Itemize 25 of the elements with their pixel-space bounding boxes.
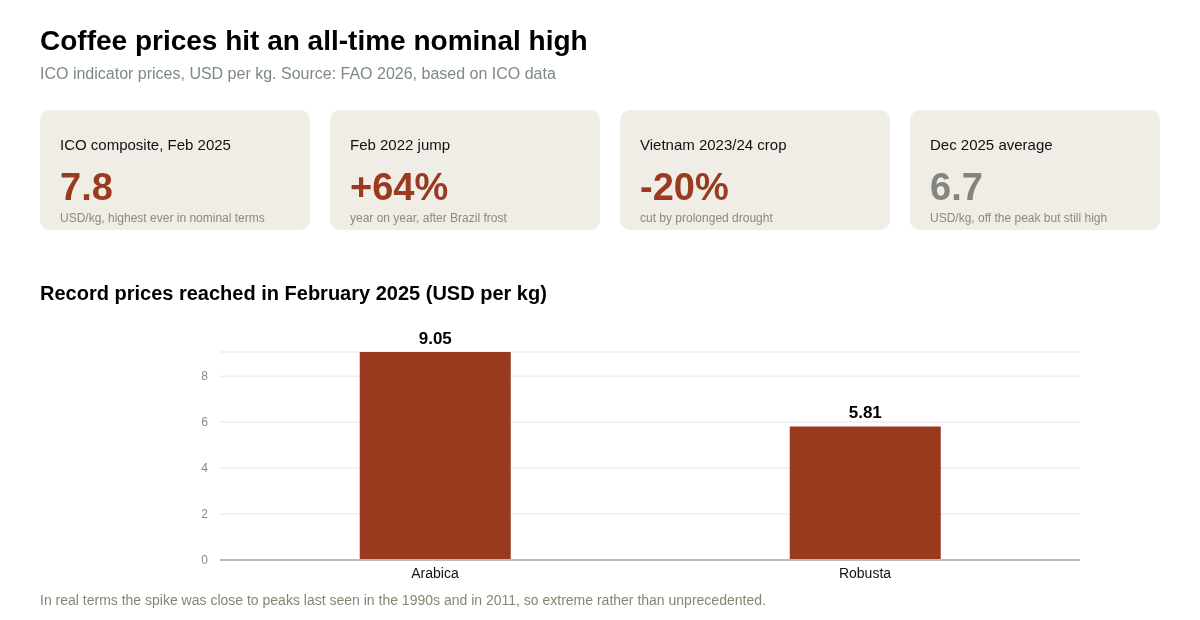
text: ICO composite, Feb 2025: [60, 136, 231, 154]
x-tick-label: Arabica: [411, 564, 459, 581]
text: cut by prolonged drought: [640, 211, 773, 225]
chart-title: Record prices reached in February 2025 (USD per kg): [40, 281, 547, 306]
y-tick-label: 0: [201, 553, 209, 568]
text: ICO indicator prices, USD per kg. Source: FAO 2026, based on ICO data: [40, 64, 556, 84]
data-label: 9.05: [418, 329, 452, 348]
text: In real terms the spike was close to peaks last seen in the 1990s and in 2011, so extreme rather than unprecedented.: [40, 591, 766, 609]
text: Feb 2022 jump: [350, 136, 451, 154]
y-tick-label: 8: [201, 369, 209, 384]
data-label: 5.81: [848, 403, 882, 423]
text: year on year, after Brazil frost: [350, 211, 507, 225]
text: Vietnam 2023/24 crop: [640, 136, 787, 154]
y-tick-label: 6: [201, 415, 209, 430]
y-tick-label: 4: [201, 461, 209, 476]
text: -20%: [640, 165, 729, 209]
text: Coffee prices hit an all-time nominal high: [40, 24, 588, 58]
text: +64%: [350, 165, 449, 209]
text: USD/kg, highest ever in nominal terms: [60, 211, 265, 225]
text: Dec 2025 average: [930, 136, 1053, 154]
x-tick-label: Robusta: [838, 564, 892, 581]
text: 7.8: [60, 165, 113, 209]
y-tick-label: 2: [201, 507, 209, 522]
text: 6.7: [930, 165, 983, 209]
text: USD/kg, off the peak but still high: [930, 211, 1108, 225]
